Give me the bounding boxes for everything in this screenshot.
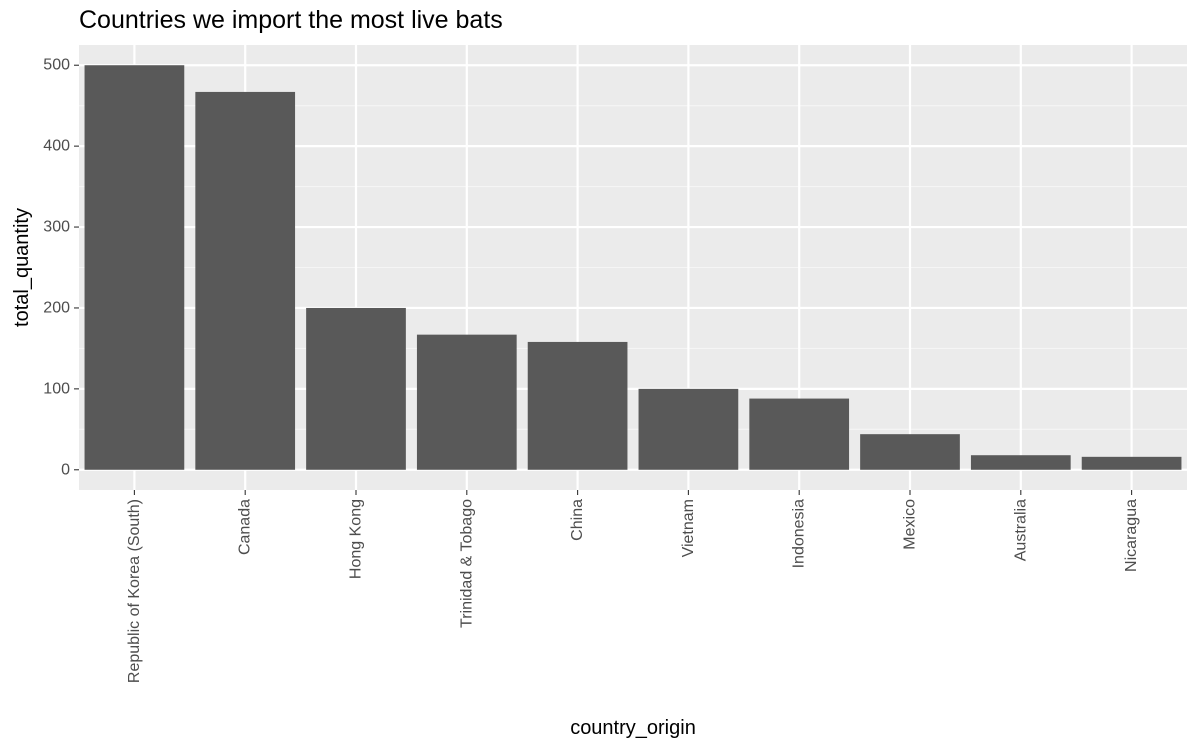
- y-axis-title: total_quantity: [11, 208, 33, 327]
- x-tick-label: Hong Kong: [348, 499, 365, 579]
- bar: [1081, 456, 1182, 470]
- bar: [749, 398, 850, 470]
- y-axis: 0 100 200 300 400 500: [43, 57, 79, 478]
- bar: [306, 307, 406, 470]
- chart-title: Countries we import the most live bats: [79, 6, 503, 34]
- bar: [527, 341, 628, 470]
- bar: [860, 434, 960, 470]
- x-tick-label: Mexico: [902, 499, 919, 550]
- x-tick-label: Nicaragua: [1123, 499, 1140, 572]
- y-tick-label: 200: [43, 299, 70, 316]
- y-tick-label: 0: [61, 461, 70, 478]
- bar: [195, 91, 296, 470]
- bar: [416, 334, 517, 470]
- x-tick-label: Vietnam: [680, 499, 697, 557]
- y-tick-label: 500: [43, 57, 70, 74]
- x-tick-label: Australia: [1012, 499, 1029, 561]
- x-tick-label: Republic of Korea (South): [126, 499, 143, 683]
- y-tick-label: 300: [43, 219, 70, 236]
- x-tick-label: Trinidad & Tobago: [458, 499, 475, 628]
- x-tick-label: China: [569, 499, 586, 541]
- x-axis: Republic of Korea (South) Canada Hong Kong…: [126, 490, 1140, 683]
- x-tick-label: Indonesia: [791, 499, 808, 568]
- y-tick-label: 400: [43, 138, 70, 155]
- x-tick-label: Canada: [237, 499, 254, 555]
- bar: [638, 388, 739, 470]
- bar: [84, 65, 185, 470]
- bar: [970, 455, 1071, 470]
- bars: [84, 65, 1182, 470]
- x-axis-title: country_origin: [570, 717, 696, 739]
- y-tick-label: 100: [43, 380, 70, 397]
